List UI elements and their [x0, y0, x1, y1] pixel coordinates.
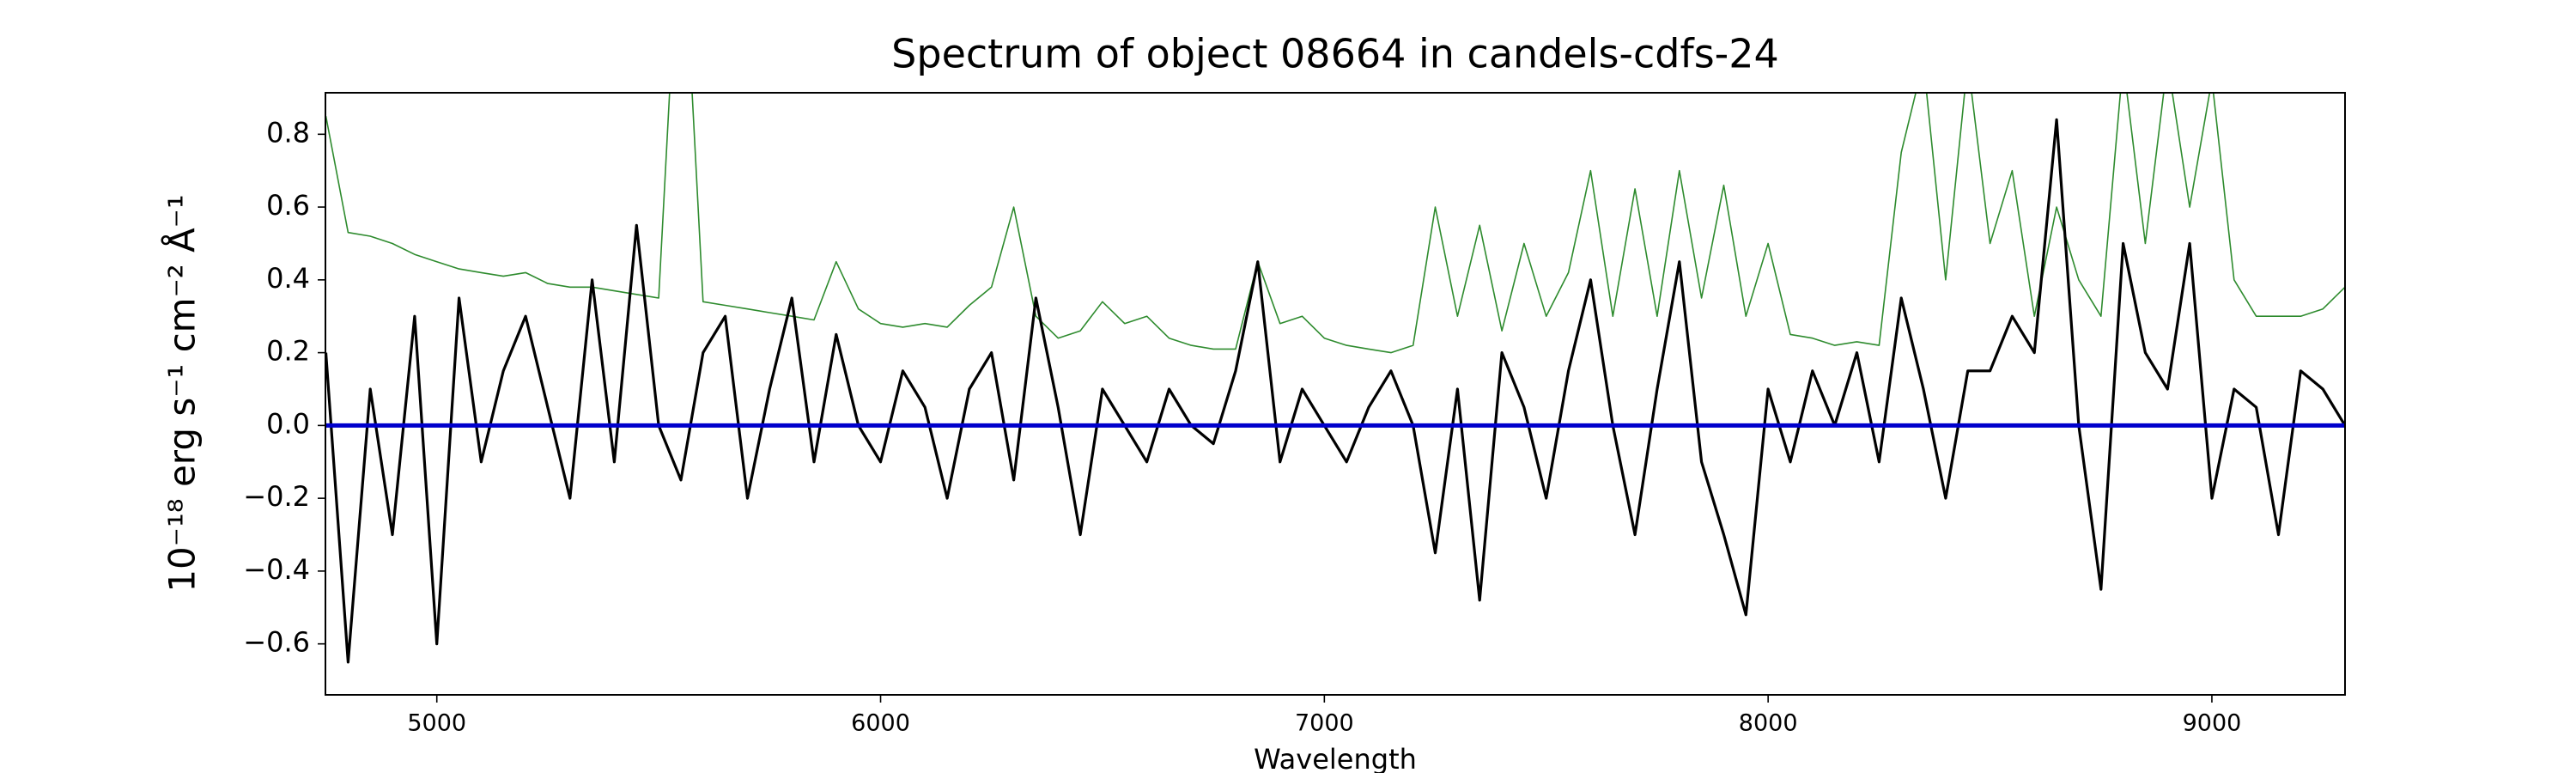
x-tick-label: 6000 [851, 710, 910, 737]
x-axis-label: Wavelength [1254, 743, 1417, 773]
spectrum-line [325, 118, 2345, 664]
x-tick-label: 5000 [407, 710, 466, 737]
y-tick-label: 0.0 [266, 407, 310, 440]
spectrum-line [325, 93, 2345, 354]
chart-title: Spectrum of object 08664 in candels-cdfs… [891, 31, 1779, 77]
y-tick-label: −0.2 [243, 480, 310, 513]
x-tick-label: 7000 [1295, 710, 1354, 737]
x-tick-label: 9000 [2183, 710, 2242, 737]
y-tick-label: 0.2 [266, 335, 310, 368]
y-tick-label: 0.6 [266, 189, 310, 222]
y-tick-label: 0.8 [266, 116, 310, 149]
plot-frame [325, 92, 2346, 696]
y-tick-label: −0.4 [243, 553, 310, 586]
y-tick-label: 0.4 [266, 262, 310, 295]
x-tick-label: 8000 [1739, 710, 1798, 737]
y-axis-label: 10⁻¹⁸ erg s⁻¹ cm⁻² Å⁻¹ [161, 194, 204, 592]
plot-lines [325, 93, 2345, 664]
y-tick-label: −0.6 [243, 626, 310, 659]
